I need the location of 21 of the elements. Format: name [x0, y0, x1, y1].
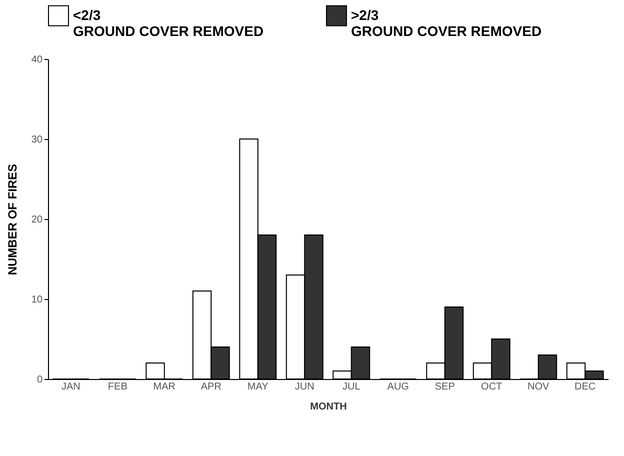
- x-tick-label: AUG: [387, 382, 410, 392]
- x-tick-label: DEC: [574, 382, 596, 392]
- y-tick-label: 20: [31, 214, 43, 226]
- x-tick-label: FEB: [108, 382, 128, 392]
- x-axis-title: MONTH: [310, 402, 347, 412]
- x-tick-label: OCT: [481, 382, 502, 392]
- y-tick-label: 0: [36, 374, 43, 386]
- x-tick-label: SEP: [434, 382, 456, 392]
- x-tick-label: APR: [200, 382, 222, 392]
- y-axis-title: NUMBER OF FIRES: [5, 164, 20, 276]
- y-tick-label: 40: [31, 54, 43, 66]
- legend-label: <2/3 GROUND COVER REMOVED: [73, 6, 264, 39]
- x-tick-label: MAR: [153, 382, 176, 392]
- y-tick-label: 10: [31, 294, 43, 306]
- legend-label: >2/3 GROUND COVER REMOVED: [351, 6, 542, 39]
- x-tick-label: JUN: [294, 382, 314, 392]
- x-tick-label: JAN: [61, 382, 80, 392]
- y-tick-label: 30: [31, 134, 43, 146]
- x-tick-label: JUL: [342, 382, 361, 392]
- x-tick-label: MAY: [247, 382, 269, 392]
- x-tick-label: NOV: [528, 382, 550, 392]
